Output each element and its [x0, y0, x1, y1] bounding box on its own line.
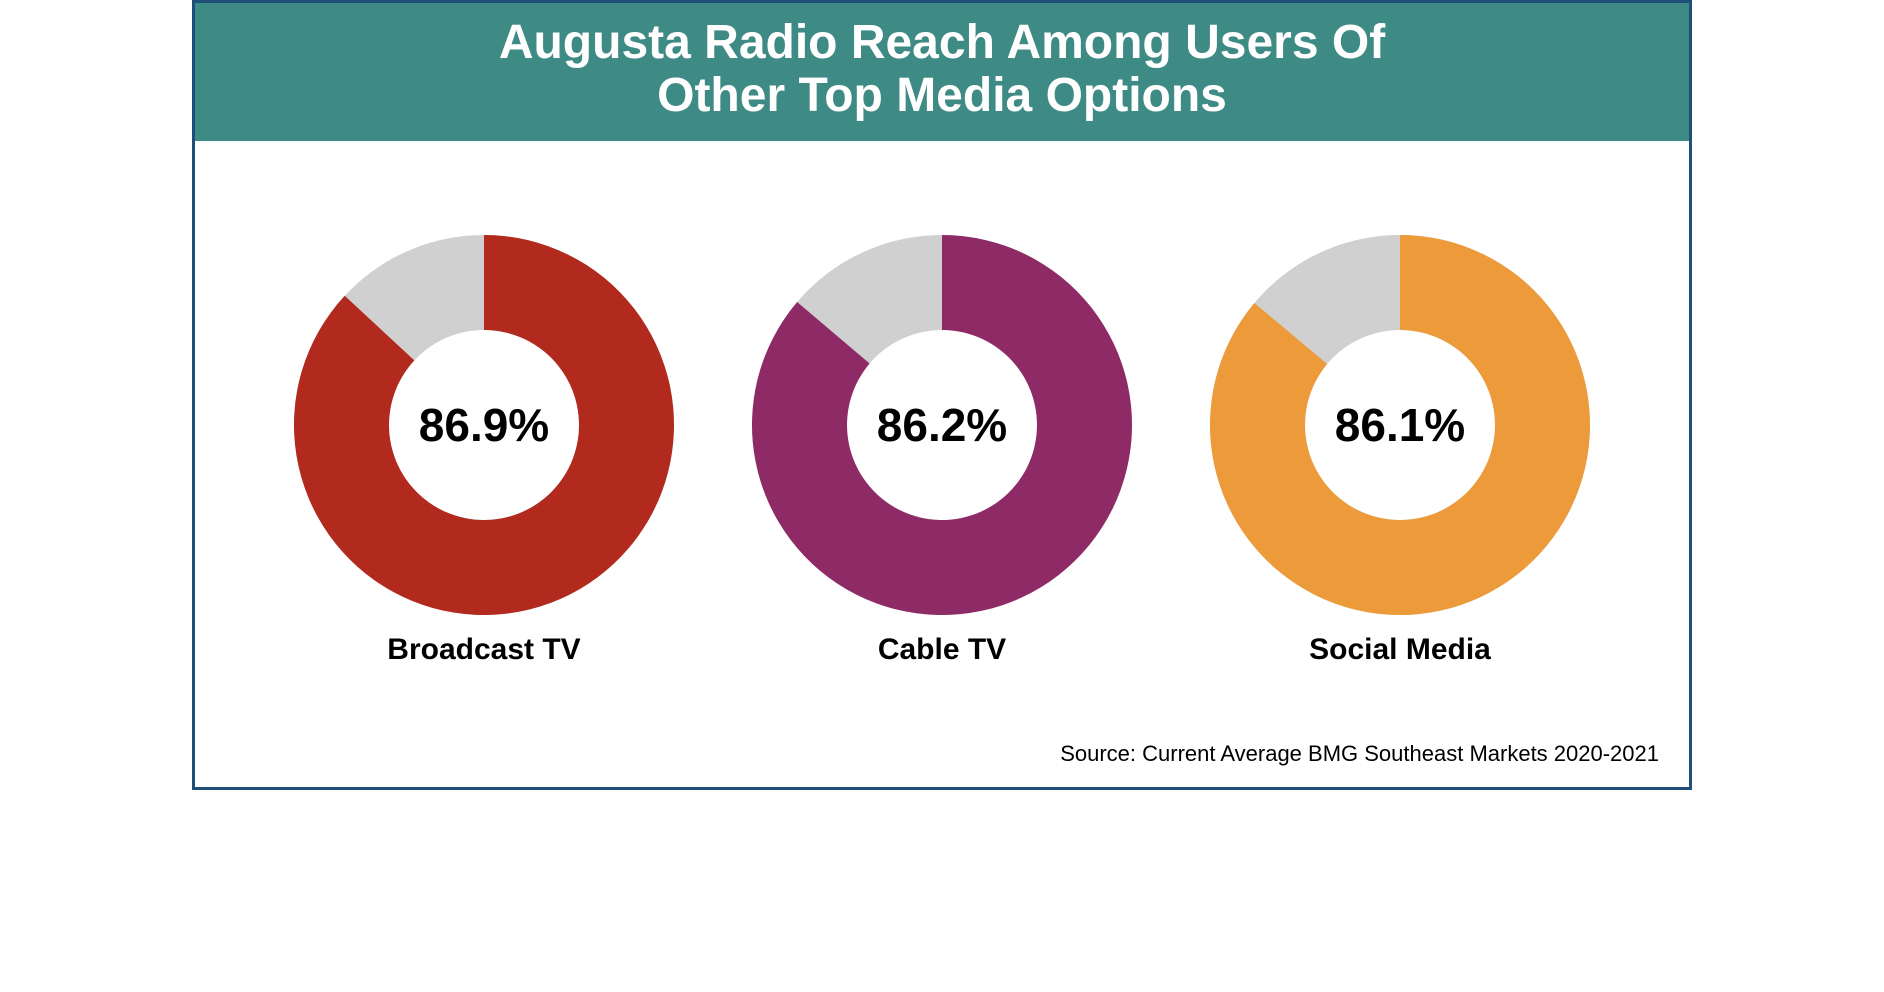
donut-social-media: 86.1% Social Media — [1210, 235, 1590, 667]
source-text: Source: Current Average BMG Southeast Ma… — [195, 741, 1689, 787]
donut-chart: 86.1% — [1210, 235, 1590, 615]
donut-label: Broadcast TV — [387, 633, 580, 667]
title-line-1: Augusta Radio Reach Among Users Of — [499, 16, 1385, 69]
donut-chart: 86.9% — [294, 235, 674, 615]
title-bar: Augusta Radio Reach Among Users Of Other… — [195, 3, 1689, 141]
donut-cable-tv: 86.2% Cable TV — [752, 235, 1132, 667]
infographic-frame: Augusta Radio Reach Among Users Of Other… — [192, 0, 1692, 790]
charts-row: 86.9% Broadcast TV 86.2% Cable TV 86.1% … — [195, 141, 1689, 741]
donut-chart: 86.2% — [752, 235, 1132, 615]
donut-broadcast-tv: 86.9% Broadcast TV — [294, 235, 674, 667]
donut-label: Social Media — [1309, 633, 1491, 667]
donut-label: Cable TV — [878, 633, 1006, 667]
title-line-2: Other Top Media Options — [657, 69, 1227, 122]
